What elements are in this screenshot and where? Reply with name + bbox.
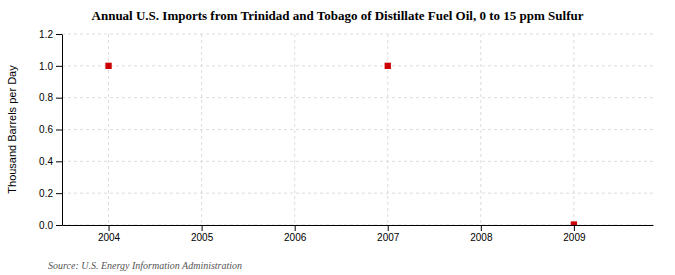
y-tick-mark [56, 161, 62, 162]
x-tick-mark [295, 225, 296, 231]
y-axis-title: Thousand Barrels per Day [6, 65, 18, 194]
point [571, 221, 577, 225]
y-axis-line [62, 35, 63, 226]
y-grid-line [62, 193, 653, 194]
y-tick-mark [56, 225, 62, 226]
x-tick-label: 2009 [563, 232, 586, 243]
x-tick-label: 2006 [284, 232, 307, 243]
y-tick-label: 0.8 [39, 92, 53, 103]
y-tick: 1.0 [39, 61, 62, 72]
x-axis: 2004 2005 2006 2007 2008 2009 [63, 225, 654, 243]
y-tick-mark [56, 193, 62, 194]
title: Annual U.S. Imports from Trinidad and To… [92, 8, 584, 23]
y-tick: 0.6 [39, 124, 62, 135]
y-tick-label: 0.0 [39, 220, 53, 231]
x-tick-mark [574, 225, 575, 231]
y-tick-mark [56, 98, 62, 99]
point [385, 63, 391, 69]
y-grid-line [62, 34, 653, 35]
x-tick: 2004 [98, 225, 121, 243]
y-tick: 0.4 [39, 156, 62, 167]
x-tick-mark [481, 225, 482, 231]
y-tick-label: 0.2 [39, 188, 53, 199]
y-grid-line [62, 225, 653, 226]
x-tick: 2009 [563, 225, 586, 243]
y-grid-line [62, 129, 653, 130]
y-tick-mark [56, 34, 62, 35]
x-tick-mark [388, 225, 389, 231]
x-tick: 2006 [284, 225, 307, 243]
y-tick: 0.8 [39, 92, 62, 103]
plot: 2004 2005 2006 2007 2008 2009 0.0 0.2 0.4 0.6 0.8 1… [39, 29, 653, 243]
y-tick-label: 0.6 [39, 124, 53, 135]
y-tick: 1.2 [39, 29, 62, 40]
x-grid-line [294, 34, 295, 225]
x-tick: 2007 [377, 225, 400, 243]
x-grid-line [480, 34, 481, 225]
x-tick-mark [202, 225, 203, 231]
y-grid-line [62, 97, 653, 98]
point [105, 63, 111, 69]
chart: 2004 2005 2006 2007 2008 2009 0.0 0.2 0.4 0.6 0.8 1… [0, 0, 675, 275]
y-grid-line [62, 65, 653, 66]
x-grid-line [108, 34, 109, 225]
y-tick-mark [56, 130, 62, 131]
x-axis-line [63, 225, 654, 226]
x-tick-label: 2004 [98, 232, 121, 243]
x-tick-label: 2008 [470, 232, 493, 243]
x-tick-mark [109, 225, 110, 231]
x-tick-label: 2007 [377, 232, 400, 243]
source: Source: U.S. Energy Information Administ… [48, 260, 242, 271]
x-tick: 2005 [191, 225, 214, 243]
y-tick-label: 1.2 [39, 29, 53, 40]
y-grid-line [62, 161, 653, 162]
y-tick: 0.0 [39, 220, 62, 231]
y-tick: 0.2 [39, 188, 62, 199]
x-tick: 2008 [470, 225, 493, 243]
grid [62, 34, 653, 225]
y-tick-mark [56, 66, 62, 67]
y-axis: 0.0 0.2 0.4 0.6 0.8 1.0 1.2 [39, 29, 62, 231]
y-tick-label: 1.0 [39, 61, 53, 72]
points [105, 63, 577, 225]
y-tick-label: 0.4 [39, 156, 53, 167]
x-tick-label: 2005 [191, 232, 214, 243]
